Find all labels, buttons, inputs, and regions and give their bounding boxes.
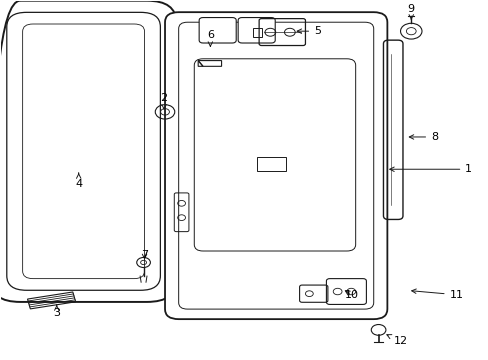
Bar xyxy=(256,157,285,171)
Text: 7: 7 xyxy=(141,250,148,260)
FancyBboxPatch shape xyxy=(238,18,275,43)
Text: 10: 10 xyxy=(344,290,358,300)
Text: 11: 11 xyxy=(411,289,463,300)
Text: 8: 8 xyxy=(408,132,437,142)
Text: 5: 5 xyxy=(297,26,321,36)
FancyBboxPatch shape xyxy=(164,12,386,319)
Text: 4: 4 xyxy=(75,173,82,189)
Text: 12: 12 xyxy=(386,335,407,346)
Text: 3: 3 xyxy=(53,305,60,318)
Text: 2: 2 xyxy=(160,93,167,109)
Bar xyxy=(252,28,261,37)
FancyBboxPatch shape xyxy=(199,18,236,43)
Text: 1: 1 xyxy=(389,164,471,174)
Text: 6: 6 xyxy=(206,30,213,46)
Text: 9: 9 xyxy=(407,4,414,19)
